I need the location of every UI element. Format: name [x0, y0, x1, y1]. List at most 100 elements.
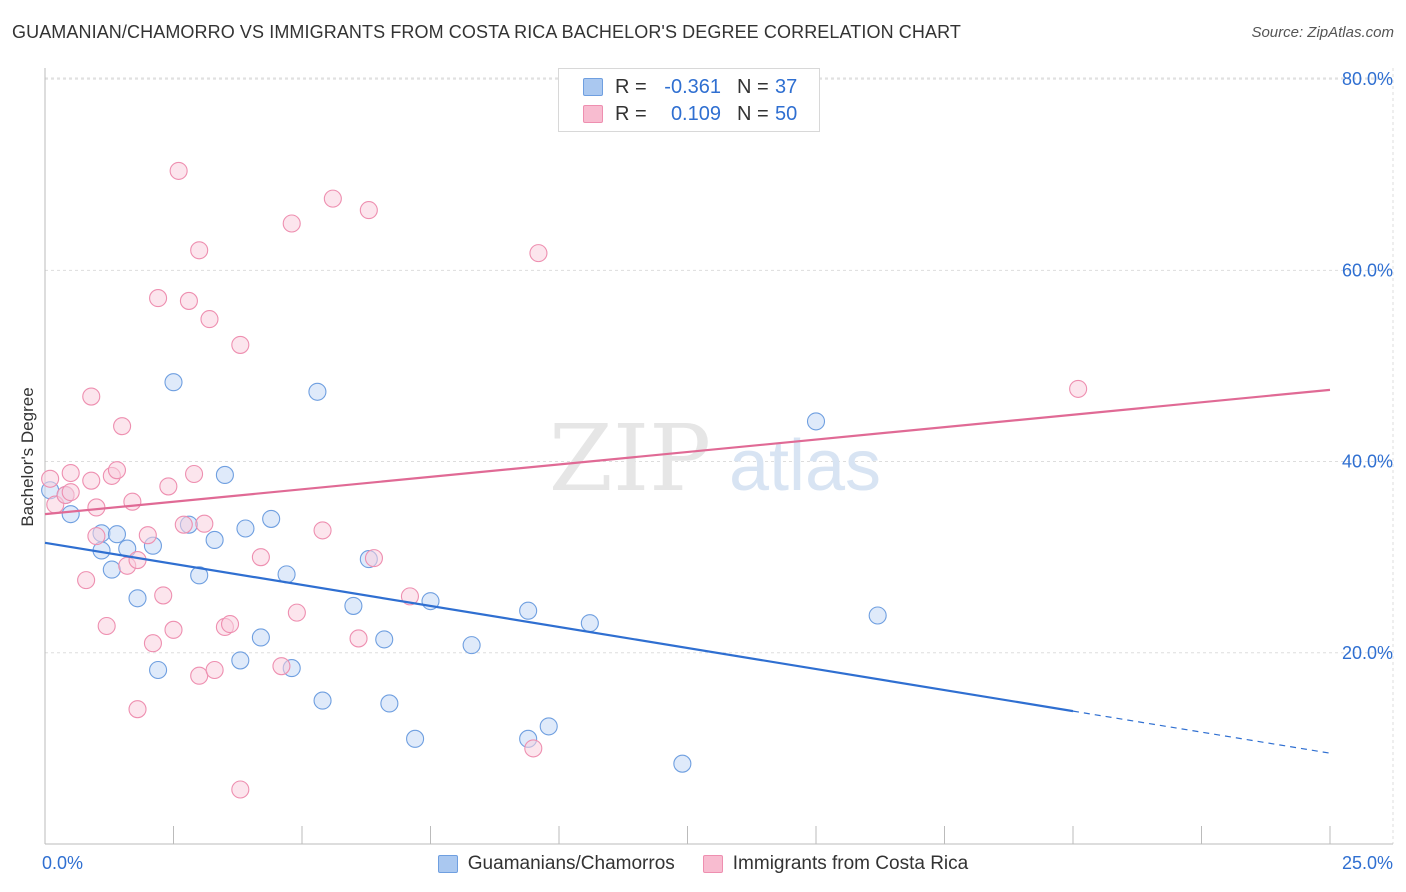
trend-layer: [44, 388, 1331, 754]
source-label: Source: ZipAtlas.com: [1251, 24, 1394, 41]
data-point: [123, 492, 142, 511]
data-point: [200, 310, 219, 329]
data-point: [806, 412, 826, 431]
data-point: [164, 373, 183, 392]
data-point: [77, 571, 96, 590]
data-point: [143, 634, 162, 653]
data-point: [400, 587, 419, 606]
data-point: [107, 461, 127, 480]
data-point: [313, 521, 332, 540]
watermark-atlas: atlas: [729, 426, 881, 506]
data-point: [251, 548, 270, 567]
legend-r-label: R =: [615, 102, 647, 125]
data-point: [359, 201, 378, 220]
legend-n-label: N =: [737, 102, 769, 125]
data-point: [308, 382, 327, 401]
data-point: [262, 509, 281, 528]
data-point: [868, 606, 887, 625]
grid-lines: [45, 68, 1394, 844]
data-point: [539, 717, 558, 736]
data-point: [313, 691, 332, 710]
data-point: [349, 629, 368, 648]
data-point: [272, 657, 291, 676]
data-point: [364, 549, 384, 568]
data-point: [61, 483, 80, 502]
data-point: [287, 603, 306, 622]
data-point: [128, 700, 147, 719]
series-guamanian: [41, 373, 887, 773]
data-point: [185, 464, 204, 484]
x-tick-label: 0.0%: [42, 853, 83, 873]
legend-swatch-costa-rica: [702, 855, 723, 873]
data-point: [462, 636, 481, 655]
data-point: [113, 417, 132, 436]
legend-item-costa-rica[interactable]: Immigrants from Costa Rica: [702, 853, 969, 875]
data-point: [231, 651, 250, 670]
data-point: [102, 560, 121, 579]
data-point: [179, 291, 198, 310]
legend-n-value: 37: [775, 75, 798, 98]
data-point: [205, 530, 224, 550]
data-point: [41, 469, 60, 488]
legend-label-costa-rica: Immigrants from Costa Rica: [732, 853, 969, 874]
data-point: [380, 694, 399, 713]
y-axis-label: Bachelor's Degree: [18, 387, 37, 526]
data-point: [190, 241, 209, 260]
data-point: [236, 519, 255, 538]
watermark: ZIP atlas: [549, 405, 881, 512]
series-layer: [41, 161, 1088, 799]
legend-row-guamanian: R = -0.361 N = 37: [583, 74, 797, 100]
data-point: [231, 780, 250, 799]
tick-labels: 20.0% 40.0% 60.0% 80.0% 0.0% 25.0%: [42, 69, 1393, 873]
y-tick-label: 60.0%: [1342, 260, 1393, 280]
series-costa-rica: [41, 161, 1088, 799]
data-point: [375, 630, 394, 649]
data-point: [282, 214, 301, 233]
legend-r-label: R =: [615, 75, 647, 98]
data-point: [529, 244, 548, 263]
data-point: [190, 666, 209, 685]
legend-swatch-costa-rica: [583, 105, 603, 123]
data-point: [519, 601, 538, 620]
data-point: [128, 589, 147, 608]
data-point: [154, 586, 173, 605]
data-point: [97, 616, 116, 636]
correlation-legend: R = -0.361 N = 37 R = 0.109 N = 50: [558, 68, 820, 132]
trend-line: [44, 388, 1331, 516]
legend-r-value: -0.361: [664, 75, 721, 98]
data-point: [149, 289, 168, 308]
legend-swatch-guamanian: [583, 78, 603, 96]
data-point: [61, 505, 80, 524]
legend-n-value: 50: [775, 102, 798, 125]
legend-item-guamanian[interactable]: Guamanians/Chamorros: [437, 853, 675, 875]
y-tick-label: 80.0%: [1342, 69, 1393, 89]
legend-r-value: 0.109: [670, 102, 721, 125]
data-point: [149, 660, 168, 680]
data-point: [220, 615, 240, 634]
x-tick-label: 25.0%: [1342, 853, 1393, 873]
legend-swatch-guamanian: [437, 855, 458, 873]
y-tick-label: 20.0%: [1342, 643, 1393, 663]
y-tick-label: 40.0%: [1342, 452, 1393, 472]
data-point: [215, 465, 234, 484]
data-point: [107, 525, 127, 544]
data-point: [580, 614, 599, 633]
data-point: [231, 335, 250, 354]
data-point: [138, 526, 157, 545]
data-point: [1069, 379, 1088, 398]
data-point: [82, 387, 101, 406]
data-point: [251, 628, 270, 647]
data-point: [87, 527, 106, 546]
data-point: [344, 596, 363, 615]
data-point: [406, 729, 425, 748]
data-point: [61, 463, 80, 483]
data-point: [205, 660, 224, 680]
trend-line-extrapolated: [1072, 710, 1331, 754]
data-point: [87, 498, 106, 517]
chart-title: GUAMANIAN/CHAMORRO VS IMMIGRANTS FROM CO…: [12, 22, 961, 42]
series-legend: Guamanians/Chamorros Immigrants from Cos…: [0, 851, 1406, 877]
data-point: [195, 514, 214, 533]
data-point: [174, 515, 193, 534]
axes: [44, 68, 1393, 845]
